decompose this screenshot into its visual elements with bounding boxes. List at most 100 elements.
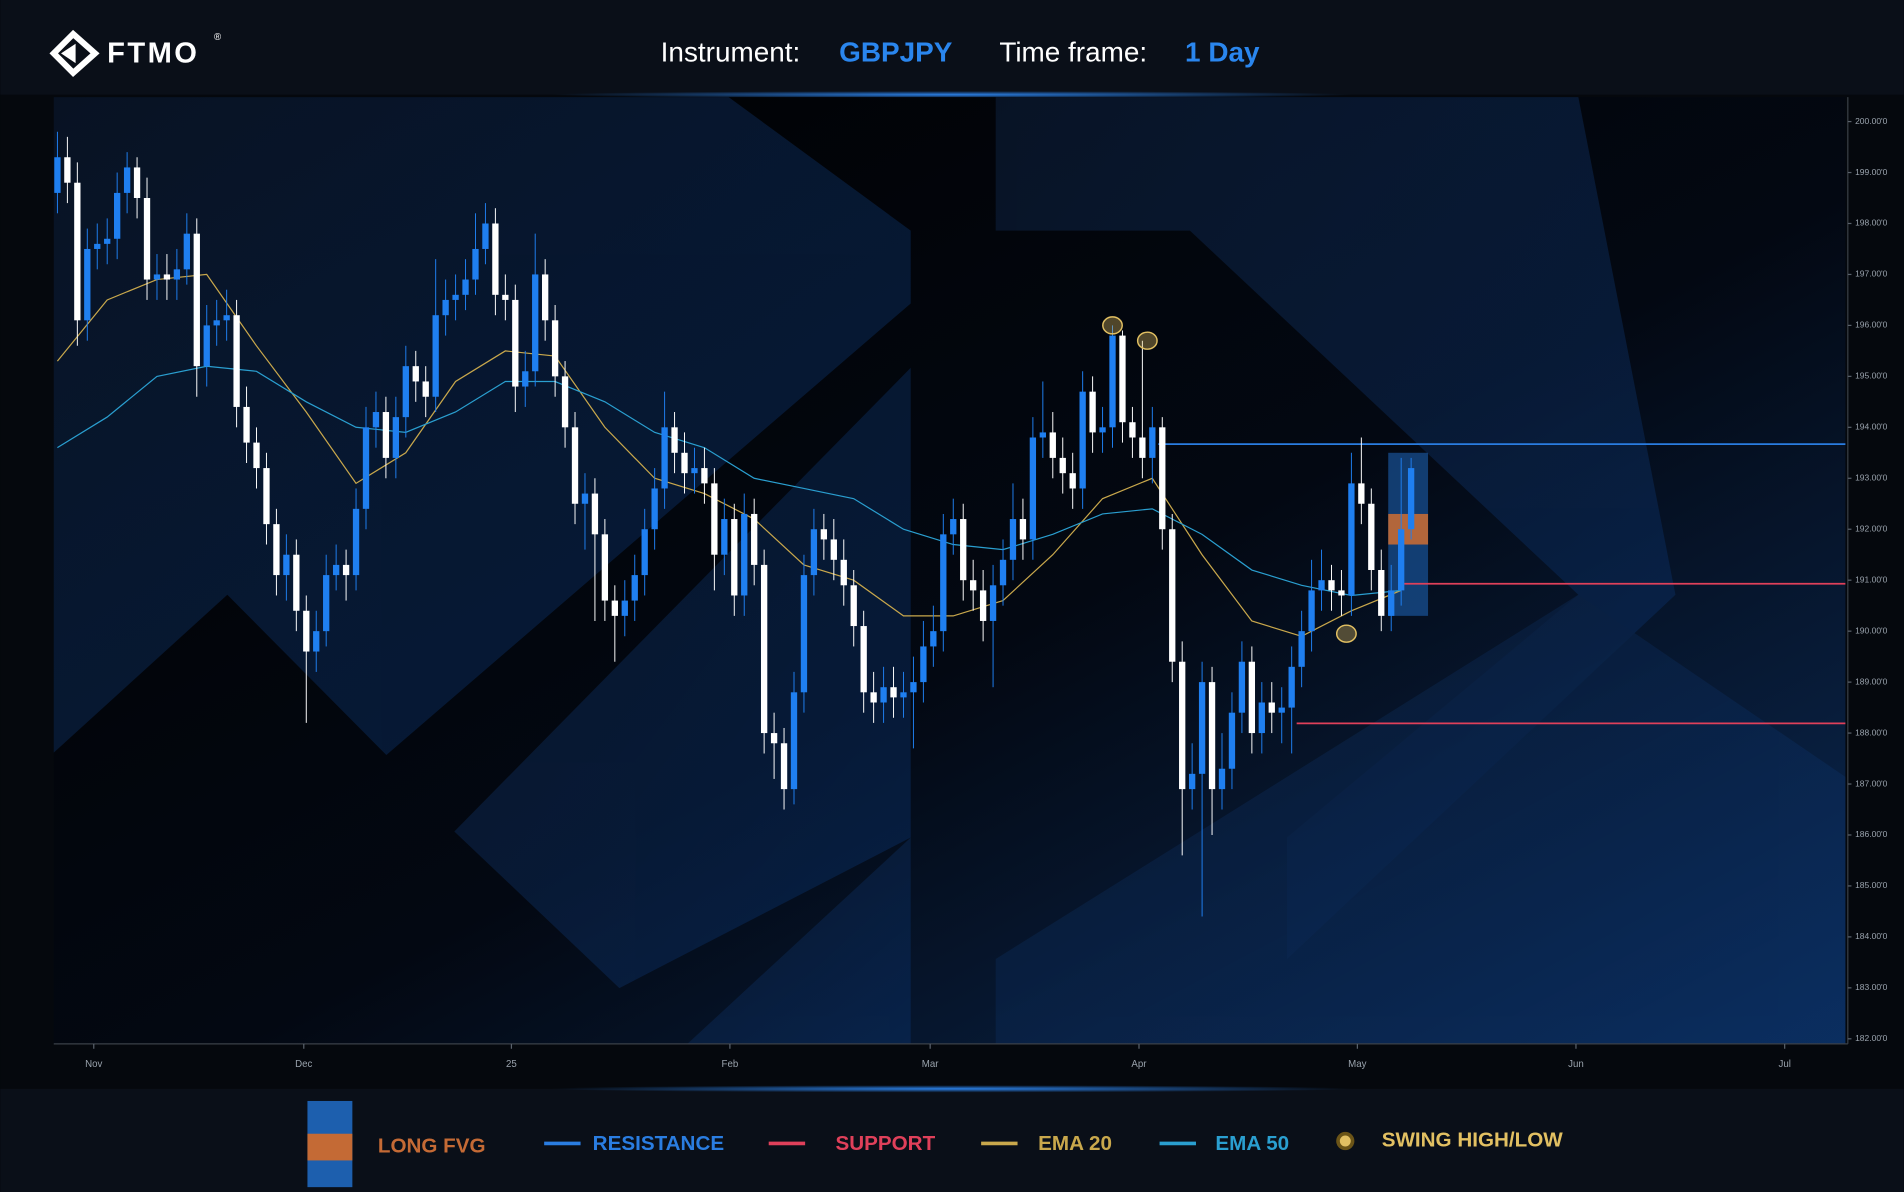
candle-body <box>830 539 837 560</box>
candle-body <box>780 743 788 790</box>
candle-body <box>462 279 469 295</box>
candle-body <box>422 381 429 397</box>
x-tick-label: Mar <box>922 1059 939 1070</box>
y-tick-label: 192.00'0 <box>1855 523 1888 533</box>
candle-body <box>1218 768 1226 790</box>
candle-body <box>1089 391 1096 433</box>
candle-body <box>1099 427 1106 433</box>
candle-body <box>1298 631 1305 667</box>
candle-body <box>1029 437 1037 540</box>
y-tick-label: 190.00'0 <box>1855 625 1888 635</box>
logo-icon <box>49 29 100 78</box>
candle-body <box>581 493 589 504</box>
candle-body <box>113 192 121 239</box>
candle-body <box>542 274 549 321</box>
candle-body <box>950 519 957 535</box>
candle-body <box>1179 661 1186 790</box>
y-tick-label: 183.00'0 <box>1855 982 1888 992</box>
candle-body <box>651 488 658 530</box>
candle-body <box>342 564 350 576</box>
legend-swatch <box>1336 1131 1355 1151</box>
y-tick-label: 184.00'0 <box>1855 931 1888 941</box>
candle-body <box>1278 707 1285 713</box>
x-tick-label: Nov <box>85 1059 102 1070</box>
candle-body <box>900 692 907 698</box>
candle-body <box>989 585 997 621</box>
pattern-shape <box>995 594 1846 1044</box>
candle-body <box>999 559 1007 586</box>
candle-body <box>352 508 360 576</box>
candle-body <box>313 631 320 652</box>
candle-body <box>800 575 808 693</box>
candle-body <box>741 513 748 596</box>
legend-label: SUPPORT <box>835 1132 935 1155</box>
candle-body <box>1159 427 1166 530</box>
pattern-shape <box>53 97 911 756</box>
candle-body <box>532 274 539 372</box>
candle-body <box>1069 473 1076 489</box>
candle-body <box>751 513 758 565</box>
candle-body <box>940 534 947 632</box>
candle-body <box>1059 457 1066 474</box>
candle-body <box>1358 483 1365 504</box>
candle-body <box>482 223 489 249</box>
candle-body <box>810 529 818 576</box>
swing-marker <box>1102 316 1123 335</box>
footer-glow <box>551 1085 1353 1093</box>
x-tick-label: Jun <box>1568 1059 1584 1070</box>
candle-body <box>133 167 141 199</box>
candle-body <box>143 198 151 280</box>
pattern-shape <box>454 367 911 989</box>
candle-body <box>979 590 987 621</box>
y-tick-label: 189.00'0 <box>1855 676 1888 686</box>
candle-body <box>452 294 459 300</box>
candle-body <box>1169 529 1176 662</box>
ema50-line <box>57 365 1402 597</box>
candle-body <box>54 157 61 193</box>
candle-body <box>840 559 847 586</box>
candle-body <box>1049 432 1056 458</box>
candle-body <box>1388 590 1395 616</box>
legend-label: EMA 20 <box>1038 1132 1112 1155</box>
candle-body <box>153 274 161 280</box>
candle-body <box>243 406 250 443</box>
x-tick-label: May <box>1348 1059 1366 1070</box>
candle-body <box>233 315 240 407</box>
candle-body <box>1208 682 1216 790</box>
legend-label: LONG FVG <box>378 1135 486 1158</box>
candle-body <box>1188 773 1196 790</box>
candle-body <box>611 600 618 616</box>
y-tick-label: 182.00'0 <box>1855 1033 1888 1043</box>
y-tick-label: 198.00'0 <box>1855 218 1888 228</box>
candle-body <box>1258 702 1265 734</box>
candle-body <box>84 248 91 321</box>
x-tick-label: Apr <box>1131 1059 1147 1070</box>
candle-body <box>820 529 828 540</box>
candle-body <box>661 427 668 489</box>
candle-body <box>1109 335 1116 428</box>
candle-body <box>1139 437 1146 458</box>
y-tick-label: 193.00'0 <box>1855 473 1888 483</box>
y-tick-label: 186.00'0 <box>1855 829 1888 839</box>
ema20-line <box>56 273 1402 637</box>
logo: FTMO ® <box>49 29 221 78</box>
candle-body <box>223 315 230 321</box>
y-tick-label: 195.00'0 <box>1855 371 1888 381</box>
y-tick-label: 191.00'0 <box>1855 574 1888 584</box>
logo-text: FTMO <box>107 37 199 69</box>
candle-body <box>850 585 857 627</box>
candle-body <box>691 468 698 474</box>
logo-icon-arrow <box>61 43 76 64</box>
candle-body <box>1407 468 1415 530</box>
candle-body <box>770 733 778 744</box>
candle-body <box>412 366 419 382</box>
candle-body <box>253 442 260 469</box>
instrument-label: Instrument: <box>661 37 801 68</box>
candle-body <box>551 320 559 377</box>
candle-body <box>721 519 728 555</box>
candle-body <box>671 427 678 453</box>
timeframe-label: Time frame: <box>999 37 1147 68</box>
candle-body <box>323 575 330 632</box>
candle-body <box>1129 422 1136 438</box>
candle-body <box>880 687 887 703</box>
